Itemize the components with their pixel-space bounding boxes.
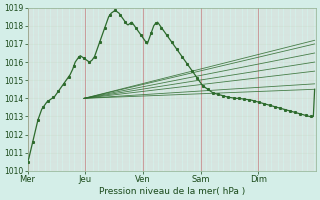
X-axis label: Pression niveau de la mer( hPa ): Pression niveau de la mer( hPa ) (99, 187, 245, 196)
